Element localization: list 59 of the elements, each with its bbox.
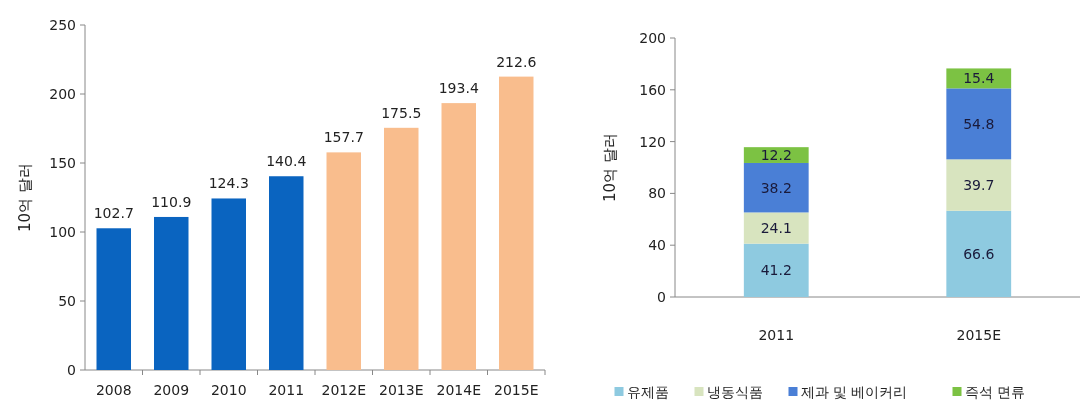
- bar: [946, 88, 1012, 160]
- x-tick-label: 2011: [758, 327, 795, 343]
- y-tick-label: 50: [58, 293, 76, 309]
- y-tick-label: 200: [49, 86, 76, 102]
- x-tick-label: 2009: [153, 382, 190, 398]
- x-tick-label: 2013E: [379, 382, 424, 398]
- x-tick-label: 2015E: [956, 327, 1001, 343]
- y-tick-label: 150: [49, 155, 76, 171]
- data-label: 24.1: [760, 220, 792, 237]
- data-label: 12.2: [760, 147, 792, 164]
- data-label: 38.2: [760, 179, 792, 196]
- data-label: 41.2: [760, 262, 792, 279]
- legend-label: 제과 및 베이커리: [800, 384, 908, 400]
- y-tick-label: 40: [648, 237, 666, 254]
- data-label: 110.9: [151, 193, 192, 210]
- y-tick-label: 100: [49, 224, 76, 240]
- x-tick-label: 2015E: [494, 382, 539, 398]
- data-label: 157.7: [323, 129, 364, 146]
- bar: [96, 228, 131, 370]
- bar: [946, 159, 1012, 211]
- bar: [743, 162, 809, 213]
- bar: [441, 103, 476, 370]
- data-label: 212.6: [496, 53, 537, 70]
- y-axis-title: 10억 달러: [16, 163, 34, 232]
- x-tick-label: 2008: [95, 382, 132, 398]
- y-tick-label: 160: [639, 81, 666, 98]
- y-tick-label: 200: [639, 30, 666, 46]
- bar: [946, 210, 1012, 297]
- data-label: 102.7: [93, 205, 134, 222]
- data-label: 175.5: [381, 104, 422, 121]
- x-tick-label: 2014E: [436, 382, 481, 398]
- data-label: 15.4: [963, 70, 995, 87]
- y-tick-label: 120: [639, 133, 666, 150]
- data-label: 140.4: [266, 153, 307, 170]
- data-label: 39.7: [963, 177, 995, 194]
- bar: [384, 127, 419, 370]
- y-tick-label: 0: [657, 289, 666, 305]
- bar: [946, 68, 1012, 89]
- bar: [743, 212, 809, 244]
- y-axis-title: 10억 달러: [601, 133, 619, 202]
- y-tick-label: 80: [648, 185, 666, 202]
- data-label: 66.6: [963, 245, 995, 262]
- legend-label: 냉동식품: [706, 384, 763, 400]
- legend-label: 유제품: [626, 384, 669, 400]
- bar: [499, 76, 534, 370]
- bar: [154, 216, 189, 370]
- bar: [211, 198, 246, 370]
- y-tick-label: 0: [67, 362, 76, 378]
- data-label: 54.8: [963, 115, 995, 132]
- bar: [743, 243, 809, 297]
- x-tick-label: 2012E: [321, 382, 366, 398]
- x-tick-label: 2011: [268, 382, 305, 398]
- data-label: 124.3: [208, 175, 249, 192]
- y-tick-label: 250: [49, 17, 76, 33]
- bar: [326, 152, 361, 370]
- x-tick-label: 2010: [210, 382, 247, 398]
- legend-label: 즉석 면류: [964, 384, 1025, 400]
- data-label: 193.4: [438, 80, 479, 97]
- bar: [269, 176, 304, 370]
